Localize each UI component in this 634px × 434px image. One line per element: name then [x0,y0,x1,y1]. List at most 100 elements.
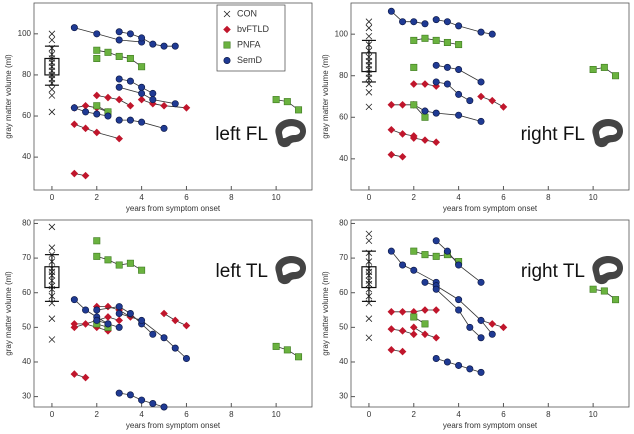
point [399,261,407,269]
point [365,103,373,111]
point [138,83,146,91]
point [455,261,463,269]
point [295,353,303,361]
point [365,299,373,307]
point [126,101,135,110]
x-tick-label: 2 [95,410,100,419]
point [115,134,123,143]
point [600,63,608,71]
point [432,16,440,24]
point [488,330,496,338]
point [466,365,474,373]
point [160,334,168,342]
point [81,171,90,180]
panel: 40 60 80 100 0 2 4 6 8 10 years from symptom onset… [4,2,313,213]
point [160,309,168,318]
y-tick-label: 70 [339,253,348,262]
point [365,249,373,257]
point [272,342,280,350]
point [432,36,440,44]
point [421,80,429,88]
point [409,330,418,339]
point [432,285,440,293]
legend-marker [223,10,231,18]
y-tick-label: 30 [22,392,31,401]
point [70,296,78,304]
point [409,323,418,332]
point [48,277,56,284]
point [104,93,112,102]
point [126,77,134,85]
point [477,368,485,376]
box [361,266,377,289]
point [126,391,134,399]
point [93,30,101,38]
point [126,30,134,38]
legend-marker [223,56,231,64]
point [365,80,373,88]
x-tick-label: 8 [229,193,234,202]
point [138,34,146,42]
point [48,44,56,52]
point [365,277,373,284]
point [398,101,407,109]
legend-marker [223,25,231,34]
point [365,258,373,265]
brain-icon [592,255,623,285]
series-line [413,250,616,325]
point [48,336,56,343]
point [477,316,485,324]
y-tick-label: 60 [22,288,31,297]
point [283,98,291,106]
point [115,323,123,331]
point [455,306,463,314]
point [477,92,485,101]
series-line [391,309,504,352]
point [421,34,429,42]
point [104,302,112,311]
x-axis-label: years from symptom onset [126,421,221,430]
point [70,169,79,178]
series-line [96,256,299,358]
x-tick-label: 10 [272,193,281,202]
point [612,296,620,304]
legend-label: PNFA [237,39,261,49]
y-tick-label: 50 [22,322,31,331]
x-tick-label: 4 [456,410,461,419]
y-axis-label: gray matter volume (ml) [321,271,330,356]
point [82,306,90,314]
point [283,346,291,354]
point [365,47,373,55]
point [126,116,134,124]
y-tick-label: 60 [22,111,31,120]
point [589,285,597,293]
point [499,323,508,332]
box [361,52,377,73]
point [115,75,123,83]
point [171,100,179,108]
point [160,403,168,411]
point [48,292,56,300]
point [138,316,146,324]
point [443,38,451,46]
point [115,36,123,44]
point [126,259,134,267]
plot-frame [350,219,630,408]
point [160,124,168,132]
point [410,36,418,44]
point [48,108,56,116]
point [432,306,440,314]
point [104,256,112,264]
point [365,18,373,25]
x-tick-label: 6 [184,193,189,202]
point [81,101,90,110]
point [365,285,373,293]
point [466,323,474,331]
point [488,30,496,38]
point [48,30,56,38]
point [421,330,429,339]
point [421,320,429,328]
legend-label: CON [237,8,257,18]
point [48,265,56,272]
